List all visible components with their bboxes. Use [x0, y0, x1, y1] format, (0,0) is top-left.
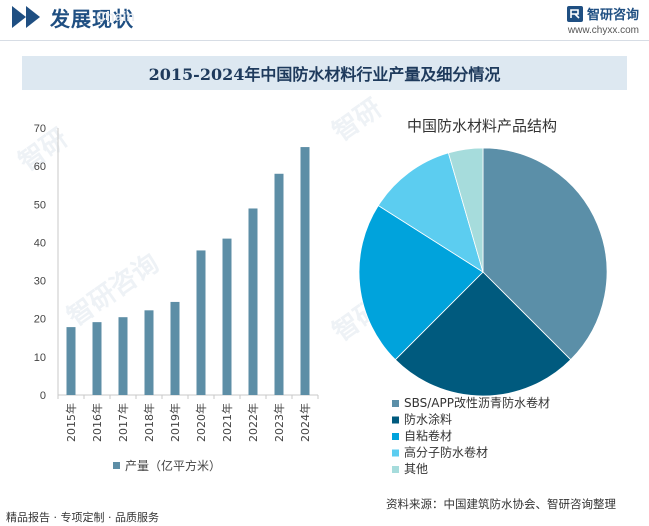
y-tick-label: 70 — [34, 123, 46, 135]
pie-chart: 中国防水材料产品结构 SBS/APP改性沥青防水卷材防水涂料自粘卷材高分子防水卷材… — [358, 117, 608, 476]
y-tick-label: 30 — [34, 276, 46, 288]
chevron-double-icon — [12, 6, 40, 28]
bar — [300, 147, 310, 395]
header: 发展现状 Chain 智研咨询 www.chyxx.com — [0, 0, 649, 36]
pie-legend-swatch — [392, 466, 399, 473]
bar-chart: 0 10 20 30 40 50 60 70 2015年 2016年 2017年 2018年 2019年… — [34, 123, 319, 473]
section-title: 发展现状 — [50, 7, 134, 31]
brand-url: www.chyxx.com — [567, 25, 639, 36]
section-ghost-text: Chain — [96, 8, 135, 24]
pie-legend-label: 自粘卷材 — [404, 428, 452, 443]
pie-legend-swatch — [392, 416, 399, 424]
y-tick-label: 50 — [34, 199, 46, 211]
bar — [144, 310, 154, 395]
bar — [274, 173, 284, 395]
bar — [196, 250, 206, 395]
header-divider — [0, 40, 649, 41]
pie-legend-swatch — [392, 449, 399, 457]
pie-legend-label: 其他 — [404, 462, 428, 476]
brand-name: 智研咨询 — [586, 8, 639, 23]
y-tick-label: 0 — [40, 390, 46, 402]
pie-slice — [394, 271, 572, 397]
bar — [222, 238, 232, 395]
x-tick-label: 2019年 — [168, 403, 182, 442]
legend-swatch — [113, 462, 120, 469]
chart-title: 2015-2024年中国防水材料行业产量及细分情况 — [148, 65, 501, 84]
pie-legend-swatch — [392, 433, 399, 440]
bar — [118, 317, 128, 395]
x-tick-label: 2018年 — [142, 403, 156, 442]
pie-legend-label: 防水涂料 — [404, 412, 452, 427]
pie-slice — [482, 147, 608, 361]
bar — [66, 327, 76, 395]
pie-slice — [358, 205, 484, 361]
pie-title: 中国防水材料产品结构 — [407, 117, 557, 135]
x-tick-label: 2020年 — [194, 403, 208, 442]
pie-legend-swatch — [392, 400, 399, 407]
x-tick-label: 2015年 — [64, 403, 78, 442]
pie-slice — [447, 147, 484, 273]
bar — [170, 301, 180, 395]
brand: 智研咨询 www.chyxx.com — [566, 4, 639, 36]
y-tick-label: 10 — [34, 352, 46, 364]
x-tick-label: 2023年 — [272, 403, 286, 442]
footer-slogan: 精品报告 · 专项定制 · 品质服务 — [6, 511, 159, 524]
x-tick-label: 2024年 — [298, 403, 312, 442]
legend-label: 产量（亿平方米） — [125, 458, 221, 473]
pie-legend-label: SBS/APP改性沥青防水卷材 — [404, 395, 550, 410]
x-tick-label: 2022年 — [246, 403, 260, 442]
x-tick-label: 2017年 — [116, 403, 130, 442]
bar — [92, 322, 102, 395]
bar — [248, 208, 258, 395]
source-note: 资料来源：中国建筑防水协会、智研咨询整理 — [386, 497, 616, 511]
brand-logo-icon — [566, 5, 583, 22]
y-tick-label: 20 — [34, 314, 46, 326]
y-tick-label: 60 — [34, 161, 46, 173]
x-tick-label: 2021年 — [220, 403, 234, 442]
y-tick-label: 40 — [34, 237, 46, 249]
pie-legend-label: 高分子防水卷材 — [404, 445, 488, 460]
chart-title-bar: 2015-2024年中国防水材料行业产量及细分情况 — [22, 56, 627, 90]
x-tick-label: 2016年 — [90, 403, 104, 442]
